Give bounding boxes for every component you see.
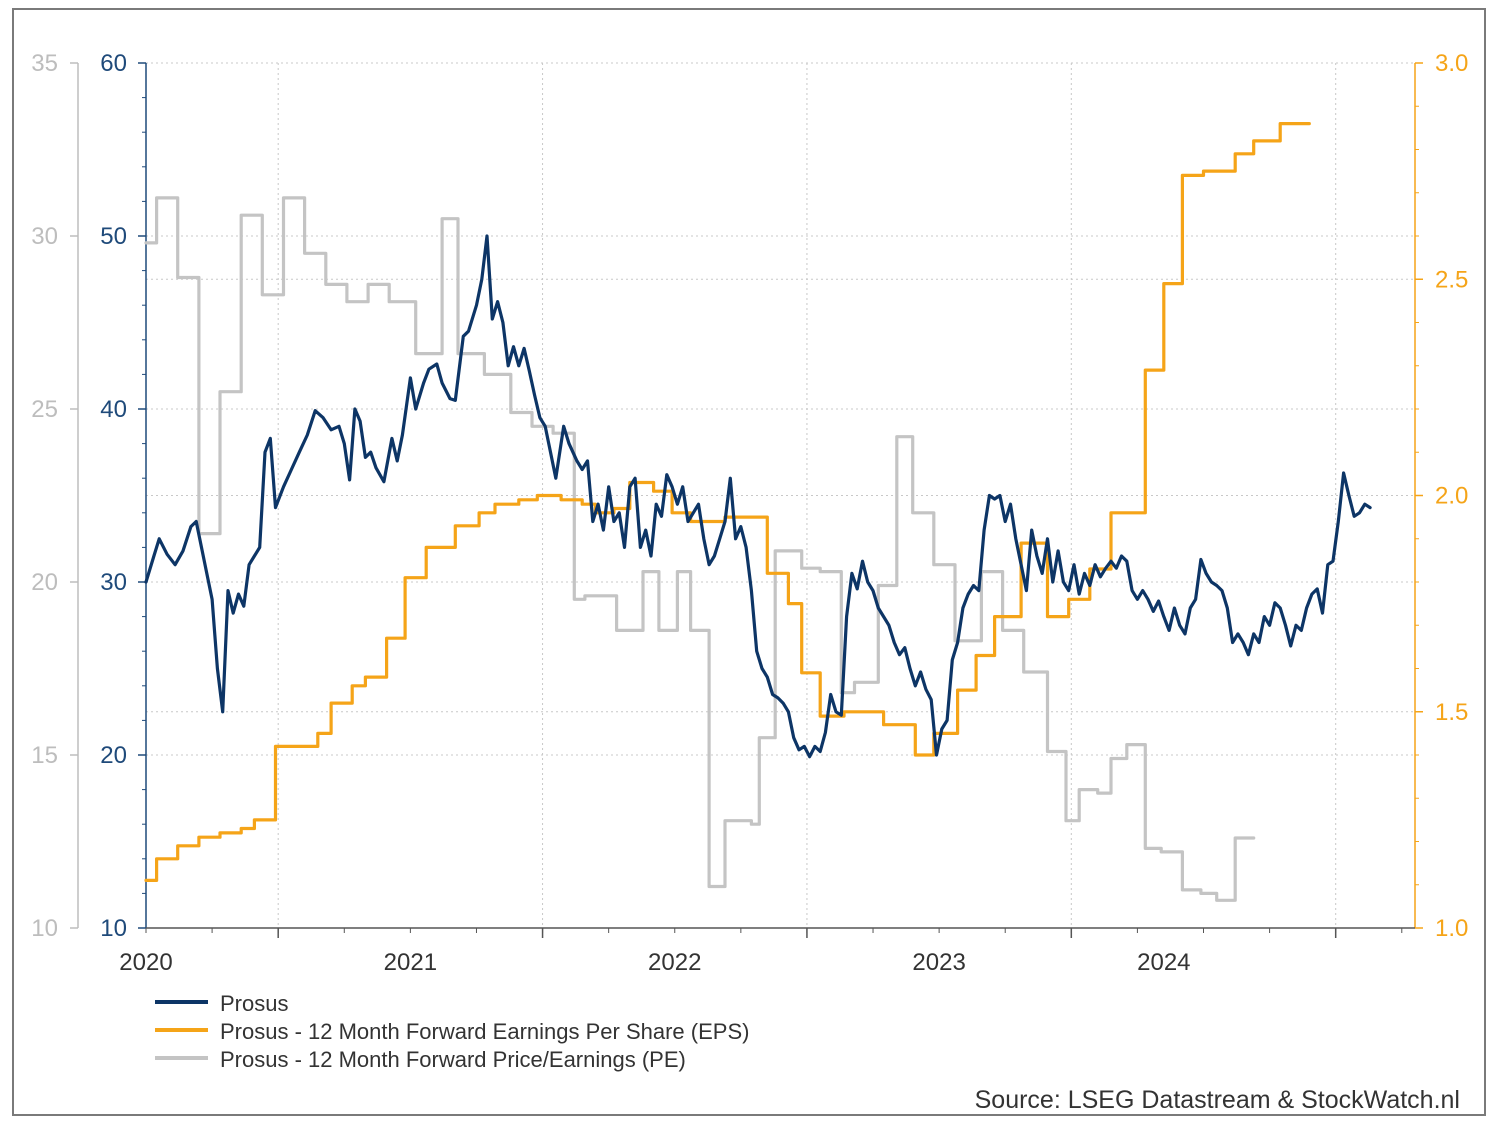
y-right-tick-label: 1.0 — [1435, 915, 1468, 942]
y-right-tick-label: 3.0 — [1435, 50, 1468, 77]
x-tick-label: 2024 — [1137, 949, 1190, 976]
x-tick-label: 2023 — [912, 949, 965, 976]
source-note: Source: LSEG Datastream & StockWatch.nl — [975, 1086, 1460, 1114]
legend-label-prosus: Prosus — [220, 991, 288, 1016]
y-right-tick-label: 2.0 — [1435, 483, 1468, 510]
y-right-tick-label: 1.5 — [1435, 699, 1468, 726]
y-right-tick-label: 2.5 — [1435, 266, 1468, 293]
series-line-pe — [144, 196, 1256, 902]
y-outer-tick-label: 10 — [31, 915, 58, 942]
y-inner-tick-label: 60 — [100, 50, 127, 77]
series-layer — [144, 122, 1372, 902]
y-inner-tick-label: 10 — [100, 915, 127, 942]
tick-labels: 10 15 20 25 30 35 10 20 30 40 50 60 1.0 1.5 2.0 2.5 3.0 2… — [31, 50, 1468, 976]
y-outer-tick-label: 30 — [31, 223, 58, 250]
axes — [70, 62, 1423, 938]
series-line-prosus — [144, 234, 1372, 759]
y-outer-tick-label: 25 — [31, 396, 58, 423]
y-inner-tick-label: 40 — [100, 396, 127, 423]
legend: Prosus Prosus - 12 Month Forward Earning… — [155, 991, 749, 1072]
series-line-eps — [144, 122, 1311, 882]
x-tick-label: 2022 — [648, 949, 701, 976]
y-inner-tick-label: 50 — [100, 223, 127, 250]
legend-label-pe: Prosus - 12 Month Forward Price/Earnings… — [220, 1047, 686, 1072]
y-outer-tick-label: 35 — [31, 50, 58, 77]
x-tick-label: 2021 — [384, 949, 437, 976]
x-tick-label: 2020 — [119, 949, 172, 976]
y-outer-tick-label: 20 — [31, 569, 58, 596]
legend-label-eps: Prosus - 12 Month Forward Earnings Per S… — [220, 1019, 749, 1044]
y-inner-tick-label: 30 — [100, 569, 127, 596]
grid — [146, 62, 1415, 929]
y-outer-tick-label: 15 — [31, 742, 58, 769]
y-inner-tick-label: 20 — [100, 742, 127, 769]
